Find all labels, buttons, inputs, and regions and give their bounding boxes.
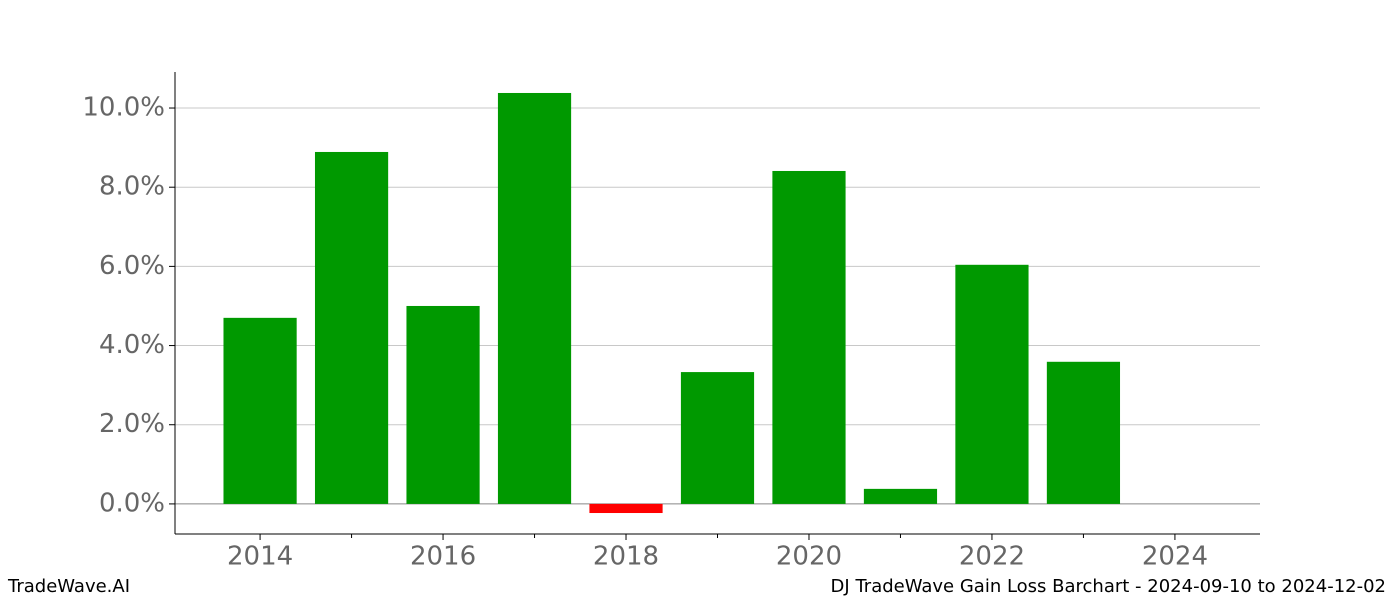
y-tick-label: 0.0% <box>99 488 165 518</box>
bar <box>955 264 1029 504</box>
bar <box>406 305 480 504</box>
bar <box>1046 361 1121 504</box>
bar <box>497 92 572 504</box>
x-tick-label: 2014 <box>227 542 293 572</box>
bar <box>772 170 846 504</box>
bar <box>680 372 755 504</box>
y-tick-label: 8.0% <box>99 172 165 202</box>
footer-right: DJ TradeWave Gain Loss Barchart - 2024-0… <box>831 576 1386 597</box>
y-tick-label: 10.0% <box>82 93 165 123</box>
bar <box>863 488 938 504</box>
x-tick-label: 2022 <box>959 542 1025 572</box>
bar <box>314 151 389 504</box>
x-tick-label: 2018 <box>593 542 659 572</box>
x-tick-label: 2024 <box>1142 542 1208 572</box>
y-tick-label: 2.0% <box>99 409 165 439</box>
y-tick-label: 6.0% <box>99 251 165 281</box>
y-tick-label: 4.0% <box>99 330 165 360</box>
bar <box>589 503 663 514</box>
footer-left: TradeWave.AI <box>7 576 130 597</box>
x-tick-label: 2020 <box>776 542 842 572</box>
bar <box>223 317 297 504</box>
x-tick-label: 2016 <box>410 542 476 572</box>
